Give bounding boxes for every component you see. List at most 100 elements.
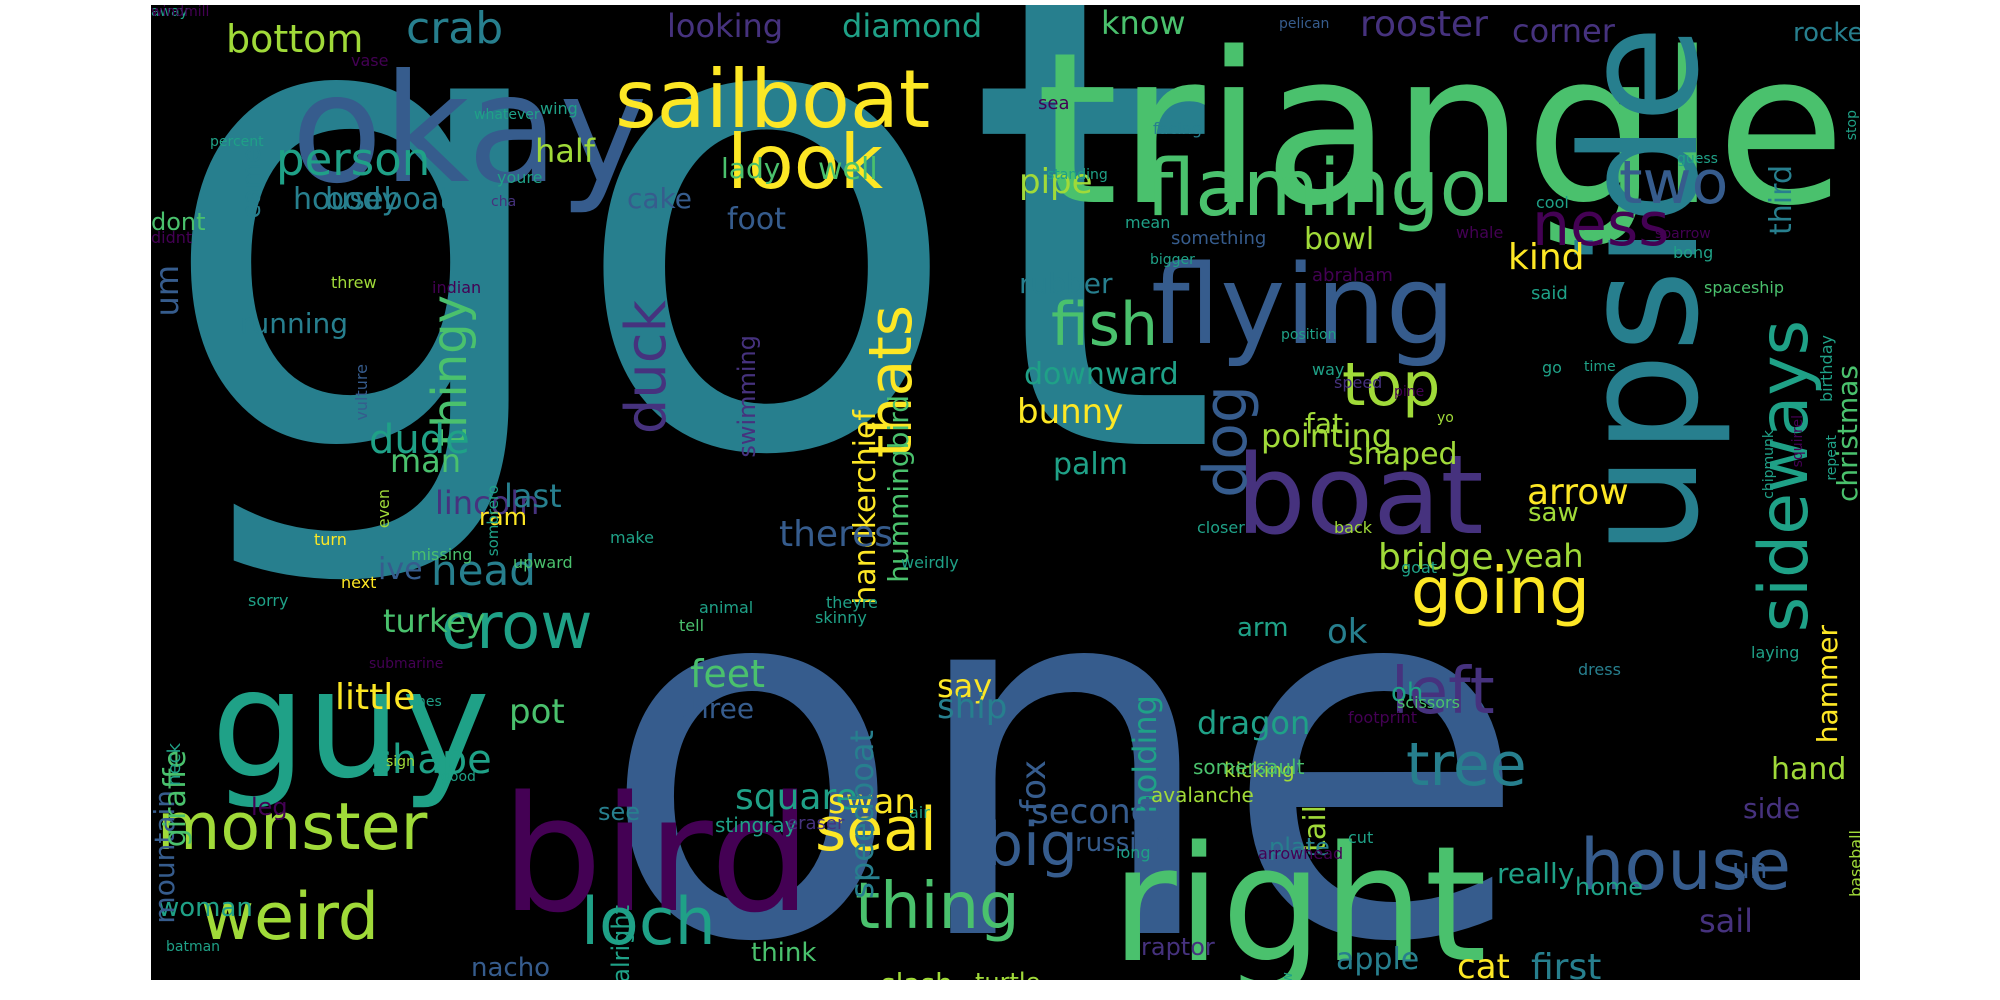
word-34: looking <box>667 7 784 45</box>
word-50: dont <box>151 208 206 236</box>
word-182: said <box>1531 283 1568 304</box>
word-196: batman <box>166 939 221 955</box>
word-88: bridge <box>1378 537 1494 578</box>
word-67: shape <box>371 737 492 783</box>
word-189: squirrel <box>1790 415 1806 468</box>
word-44: half <box>535 132 596 170</box>
word-29: big <box>985 810 1078 880</box>
word-101: plate <box>1269 833 1330 861</box>
word-147: missing <box>411 545 473 564</box>
word-68: square <box>735 777 858 818</box>
word-60: last <box>504 477 562 515</box>
word-52: kind <box>1508 237 1585 278</box>
word-115: slash <box>881 970 953 981</box>
word-78: theres <box>779 514 893 555</box>
word-89: yeah <box>1505 537 1584 575</box>
word-13: look <box>727 118 884 206</box>
word-109: first <box>1531 947 1602 981</box>
word-149: upward <box>513 553 573 572</box>
word-138: goat <box>1401 558 1438 577</box>
word-175: whale <box>1456 223 1504 242</box>
word-155: vulture <box>352 364 371 421</box>
word-152: neck <box>164 743 185 786</box>
word-140: closer <box>1197 518 1245 537</box>
word-51: bowl <box>1304 222 1375 257</box>
word-8: boat <box>1236 431 1484 559</box>
word-114: think <box>751 938 817 968</box>
word-192: submarine <box>369 656 444 672</box>
word-56: running <box>240 307 349 340</box>
word-125: eraser <box>787 813 845 834</box>
word-86: arrow <box>1527 472 1629 513</box>
word-62: ive <box>378 552 423 587</box>
word-39: corner <box>1512 12 1615 50</box>
word-35: diamond <box>842 7 983 45</box>
word-184: go <box>1542 358 1562 377</box>
word-144: animal <box>699 598 754 617</box>
word-136: footprint <box>1348 708 1418 727</box>
word-17: loch <box>581 885 716 960</box>
word-47: camel <box>237 140 267 219</box>
word-87: christmas <box>1831 365 1860 503</box>
word-177: position <box>1281 327 1337 343</box>
word-108: sail <box>1699 902 1754 940</box>
word-148: turn <box>314 530 347 549</box>
word-199: windmill <box>151 5 210 20</box>
word-113: nacho <box>471 953 551 980</box>
word-76: swimming <box>733 335 761 458</box>
word-61: ram <box>479 503 527 531</box>
word-21: left <box>1391 655 1495 729</box>
word-80: downward <box>1024 357 1179 392</box>
word-129: long <box>1116 843 1151 862</box>
word-26: ness <box>1532 190 1670 260</box>
word-36: bottom <box>226 17 364 61</box>
word-53: third <box>1764 165 1799 235</box>
word-90: saw <box>1528 498 1579 528</box>
word-135: dress <box>1578 660 1621 679</box>
word-137: scissors <box>1397 693 1460 712</box>
word-48: cake <box>627 182 692 215</box>
word-131: somersault <box>1193 755 1305 779</box>
word-30: dog <box>1191 385 1261 498</box>
word-146: make <box>610 528 654 547</box>
word-194: sign <box>386 754 415 770</box>
word-164: facing <box>1153 119 1202 138</box>
word-176: something <box>1171 228 1267 249</box>
word-165: sea <box>1038 93 1070 114</box>
word-5: bird <box>501 761 812 948</box>
word-45: lady <box>721 152 781 185</box>
word-157: didnt <box>151 228 193 247</box>
word-0: got <box>155 5 1221 598</box>
word-19: going <box>1411 555 1590 629</box>
word-180: spaceship <box>1704 278 1785 297</box>
word-100: russian <box>1075 828 1169 858</box>
word-173: guess <box>1677 151 1718 167</box>
word-151: sorry <box>248 591 289 610</box>
word-159: cha <box>491 194 517 210</box>
word-166: wing <box>540 99 578 118</box>
word-41: pipe <box>1019 162 1093 202</box>
word-171: stop <box>1844 110 1860 141</box>
word-169: percent <box>210 134 264 150</box>
word-96: oh <box>1391 678 1424 708</box>
word-122: see <box>598 798 641 826</box>
word-104: hand <box>1771 752 1847 787</box>
word-132: avalanche <box>1151 783 1254 807</box>
word-103: side <box>1743 792 1801 825</box>
word-127: arrowhead <box>1258 844 1344 863</box>
word-102: really <box>1497 857 1575 890</box>
word-186: time <box>1584 359 1616 375</box>
word-43: houseboat <box>293 182 452 217</box>
word-72: say <box>937 667 993 705</box>
word-58: man <box>390 442 462 480</box>
word-150: next <box>341 573 377 592</box>
word-145: tell <box>679 616 705 635</box>
word-178: abraham <box>1312 265 1393 286</box>
word-181: birthday <box>1817 335 1836 403</box>
word-28: top <box>1342 350 1441 420</box>
word-193: hes <box>417 694 442 710</box>
word-2: triangle <box>1036 7 1846 252</box>
word-120: alright <box>607 905 635 980</box>
word-59: lincoln <box>435 484 540 522</box>
word-6: right <box>1111 811 1487 981</box>
